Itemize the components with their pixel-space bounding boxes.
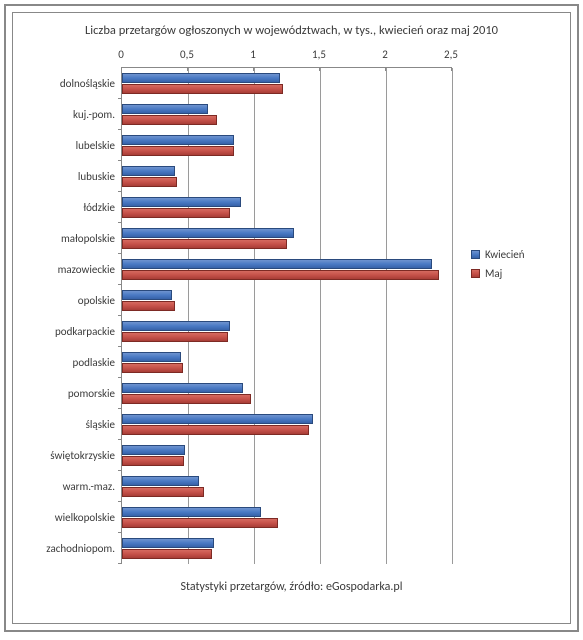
bar-maj [122, 425, 309, 435]
bar-kwiecien [122, 538, 214, 548]
bar-maj [122, 394, 251, 404]
bar-maj [122, 549, 212, 559]
bar-row [122, 192, 451, 223]
outer-frame: Liczba przetargów ogłoszonych w wojewódz… [4, 4, 579, 632]
bar-row [122, 409, 451, 440]
bar-kwiecien [122, 414, 313, 424]
legend-swatch [471, 269, 480, 278]
bar-maj [122, 487, 204, 497]
x-tick-label: 1,5 [312, 48, 326, 61]
plot-area [121, 68, 451, 564]
bar-row [122, 254, 451, 285]
bar-row [122, 378, 451, 409]
bar-row [122, 285, 451, 316]
x-tick-label: 2,5 [444, 48, 458, 61]
y-axis-label: świętokrzyskie [21, 440, 121, 471]
legend: Kwiecień Maj [451, 48, 562, 286]
y-axis-label: lubelskie [21, 130, 121, 161]
bar-kwiecien [122, 104, 208, 114]
bar-kwiecien [122, 290, 172, 300]
bar-maj [122, 301, 175, 311]
y-axis-label: lubuskie [21, 161, 121, 192]
chart-footer: Statystyki przetargów, źródło: eGospodar… [21, 580, 562, 594]
x-tick-label: 1 [250, 48, 256, 61]
bar-kwiecien [122, 321, 230, 331]
bar-row [122, 440, 451, 471]
bar-maj [122, 208, 230, 218]
bar-row [122, 502, 451, 533]
y-axis-label: mazowieckie [21, 254, 121, 285]
bar-maj [122, 115, 217, 125]
chart-frame: Liczba przetargów ogłoszonych w wojewódz… [12, 12, 571, 624]
bar-kwiecien [122, 197, 241, 207]
legend-item: Maj [471, 267, 562, 280]
bar-kwiecien [122, 352, 181, 362]
legend-swatch [471, 250, 480, 259]
y-axis-label: dolnośląskie [21, 68, 121, 99]
y-axis-label: podlaskie [21, 347, 121, 378]
bar-kwiecien [122, 259, 432, 269]
y-axis-label: wielkopolskie [21, 502, 121, 533]
bar-kwiecien [122, 73, 280, 83]
bar-row [122, 161, 451, 192]
legend-item: Kwiecień [471, 248, 562, 261]
y-axis-label: pomorskie [21, 378, 121, 409]
bar-row [122, 316, 451, 347]
bar-maj [122, 456, 184, 466]
y-axis-label: opolskie [21, 285, 121, 316]
chart-body: dolnośląskiekuj.-pom.lubelskielubuskiełó… [21, 48, 562, 564]
bar-row [122, 347, 451, 378]
y-axis-label: małopolskie [21, 223, 121, 254]
bar-row [122, 533, 451, 564]
bar-kwiecien [122, 166, 175, 176]
chart-title: Liczba przetargów ogłoszonych w wojewódz… [21, 23, 562, 38]
bar-maj [122, 332, 228, 342]
x-tick-label: 0 [118, 48, 124, 61]
y-axis-label: kuj.-pom. [21, 99, 121, 130]
bar-maj [122, 518, 278, 528]
bar-maj [122, 177, 177, 187]
y-axis-label: zachodniopom. [21, 533, 121, 564]
plot-column: 00,511,522,5 [121, 48, 451, 564]
y-axis-label: śląskie [21, 409, 121, 440]
bar-maj [122, 239, 287, 249]
bar-maj [122, 84, 283, 94]
x-tick-label: 0,5 [180, 48, 194, 61]
bar-maj [122, 146, 234, 156]
bar-row [122, 471, 451, 502]
y-axis-label: łódzkie [21, 192, 121, 223]
x-axis: 00,511,522,5 [121, 48, 451, 68]
bar-kwiecien [122, 445, 185, 455]
y-axis-label: warm.-maz. [21, 471, 121, 502]
bar-row [122, 130, 451, 161]
gridline [452, 68, 453, 564]
bar-kwiecien [122, 228, 294, 238]
x-tick-label: 2 [382, 48, 388, 61]
bar-row [122, 223, 451, 254]
bar-kwiecien [122, 383, 243, 393]
y-axis-label: podkarpackie [21, 316, 121, 347]
legend-label: Maj [485, 267, 502, 280]
y-axis-labels: dolnośląskiekuj.-pom.lubelskielubuskiełó… [21, 48, 121, 564]
legend-label: Kwiecień [485, 248, 525, 261]
bar-row [122, 99, 451, 130]
bar-kwiecien [122, 507, 261, 517]
bar-maj [122, 270, 439, 280]
bar-maj [122, 363, 183, 373]
bar-kwiecien [122, 135, 234, 145]
bar-row [122, 68, 451, 99]
bar-kwiecien [122, 476, 199, 486]
